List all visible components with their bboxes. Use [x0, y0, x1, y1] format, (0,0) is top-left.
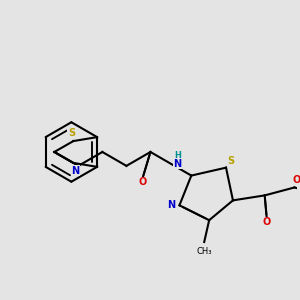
Text: O: O [292, 175, 300, 184]
Text: CH₃: CH₃ [196, 248, 212, 256]
Text: S: S [227, 156, 235, 166]
Text: S: S [68, 128, 75, 138]
Text: N: N [71, 166, 80, 176]
Text: N: N [173, 159, 181, 169]
Text: O: O [138, 177, 147, 187]
Text: O: O [262, 217, 271, 227]
Text: N: N [167, 200, 175, 210]
Text: H: H [174, 152, 181, 160]
